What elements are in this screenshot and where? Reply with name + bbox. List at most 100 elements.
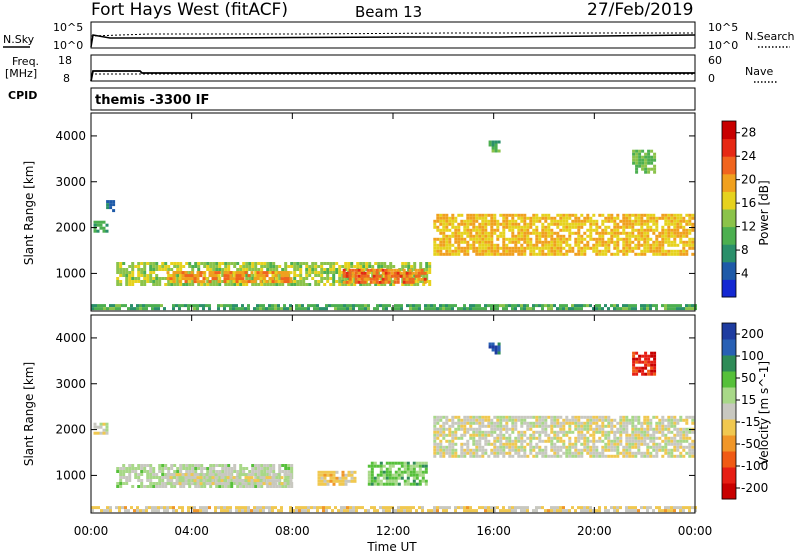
velocity-yticks: 1000 2000 3000 4000: [55, 331, 695, 482]
echo-region: [317, 470, 357, 486]
echo-region: [106, 200, 116, 213]
colorbar-tick-label: 8: [741, 243, 749, 257]
cpid-text: themis -3300 IF: [95, 93, 209, 108]
echo-region: [342, 268, 427, 284]
xtick-label: 04:00: [174, 524, 209, 538]
colorbar-swatch: [722, 261, 736, 280]
colorbar-tick-label: 24: [741, 149, 756, 163]
echo-region: [166, 271, 293, 284]
velocity-colorbar: 200 100 50 15 -15 -50 -100 -200: [721, 322, 768, 500]
colorbar-swatch: [722, 419, 736, 436]
colorbar-tick-label: -50: [741, 437, 761, 451]
colorbar-tick-label: 20: [741, 173, 756, 187]
ytick-label: 4000: [55, 331, 86, 345]
colorbar-tick-label: -200: [741, 481, 768, 495]
xtick-label: 00:00: [678, 524, 713, 538]
echo-region: [166, 473, 293, 486]
colorbar-tick-label: 15: [741, 393, 756, 407]
colorbar-swatch: [722, 403, 736, 420]
colorbar-swatch: [722, 355, 736, 372]
xtick-label: 12:00: [376, 524, 411, 538]
radar-title: Fort Hays West (fitACF): [91, 0, 288, 20]
nsearch-tick-bottom: 10^0: [708, 39, 738, 52]
freq-tick-bottom: 8: [63, 72, 70, 85]
colorbar-swatch: [722, 371, 736, 388]
power-echo-layer: [91, 140, 697, 311]
power-panel: 1000 2000 3000 4000 Slant Range [km] 4 8 12 16…: [22, 112, 771, 312]
nsky-tick-top: 10^5: [53, 21, 83, 34]
echo-region: [632, 149, 657, 174]
colorbar-tick-label: 16: [741, 196, 756, 210]
cpid-panel: CPID themis -3300 IF: [8, 87, 696, 111]
power-colorbar: 4 8 12 16 20 24 28: [721, 120, 756, 298]
cpid-label: CPID: [8, 89, 37, 102]
ytick-label: 1000: [55, 266, 86, 280]
echo-region: [93, 422, 109, 435]
power-cbar-label: Power [dB]: [757, 180, 771, 245]
freq-label-2: [MHz]: [5, 67, 37, 80]
echo-region: [91, 506, 697, 513]
power-ylabel: Slant Range [km]: [22, 161, 36, 265]
time-axis: 00:00 04:00 08:00 12:00 16:00 20:00 00:00: [74, 113, 713, 538]
colorbar-swatch: [722, 467, 736, 484]
ytick-label: 3000: [55, 175, 86, 189]
colorbar-swatch: [722, 156, 736, 175]
colorbar-tick-label: 200: [741, 327, 764, 341]
xtick-label: 16:00: [476, 524, 511, 538]
freq-label-1: Freq.: [12, 55, 39, 68]
freq-trace: [90, 70, 695, 82]
colorbar-tick-label: 50: [741, 371, 756, 385]
colorbar-frame: [721, 322, 737, 500]
ytick-label: 1000: [55, 468, 86, 482]
colorbar-tick-label: 28: [741, 126, 756, 140]
ytick-label: 4000: [55, 129, 86, 143]
echo-region: [433, 213, 695, 256]
power-yticks: 1000 2000 3000 4000: [55, 129, 695, 280]
freq-panel: Freq. [MHz] 18 8 60 0 Nave: [5, 54, 778, 85]
colorbar-swatch: [722, 209, 736, 228]
nsearch-tick-top: 10^5: [708, 21, 738, 34]
colorbar-swatch: [722, 339, 736, 356]
nsky-label: N.Sky: [3, 33, 35, 46]
colorbar-tick-label: 4: [741, 267, 749, 281]
beam-label: Beam 13: [355, 3, 422, 21]
colorbar-swatch: [722, 435, 736, 452]
time-axis-label: Time UT: [366, 540, 417, 554]
echo-region: [93, 220, 109, 233]
colorbar-swatch: [722, 451, 736, 468]
colorbar-swatch: [722, 323, 736, 340]
ytick-label: 2000: [55, 221, 86, 235]
colorbar-swatch: [722, 387, 736, 404]
velocity-cbar-label: Velocity [m s^-1]: [757, 361, 771, 465]
colorbar-tick-label: 12: [741, 220, 756, 234]
freq-tick-top: 18: [58, 54, 72, 67]
colorbar-tick-label: 100: [741, 349, 764, 363]
ytick-label: 3000: [55, 377, 86, 391]
colorbar-tick-label: -100: [741, 459, 768, 473]
ytick-label: 2000: [55, 423, 86, 437]
nsky-panel: N.Sky 10^5 10^0 10^5 10^0 N.Search: [3, 21, 795, 52]
velocity-panel: 1000 2000 3000 4000 Slant Range [km] 200 100…: [22, 314, 771, 514]
nave-label: Nave: [745, 65, 773, 78]
echo-region: [488, 342, 501, 355]
colorbar-swatch: [722, 173, 736, 192]
nsky-tick-bottom: 10^0: [53, 39, 83, 52]
echo-region: [367, 461, 428, 486]
colorbar-swatch: [722, 226, 736, 245]
echo-region: [488, 140, 501, 153]
colorbar-swatch: [722, 279, 736, 298]
xtick-label: 20:00: [577, 524, 612, 538]
echo-region: [91, 304, 697, 311]
velocity-ylabel: Slant Range [km]: [22, 362, 36, 466]
nsearch-label: N.Search: [745, 30, 795, 43]
colorbar-tick-label: -15: [741, 415, 761, 429]
colorbar-swatch: [722, 244, 736, 263]
echo-region: [433, 415, 695, 458]
xtick-label: 08:00: [275, 524, 310, 538]
xtick-label: 00:00: [74, 524, 109, 538]
nave-tick-bottom: 0: [708, 72, 715, 85]
nsky-trace: [90, 34, 696, 48]
colorbar-swatch: [722, 483, 736, 500]
velocity-echo-layer: [91, 342, 697, 513]
